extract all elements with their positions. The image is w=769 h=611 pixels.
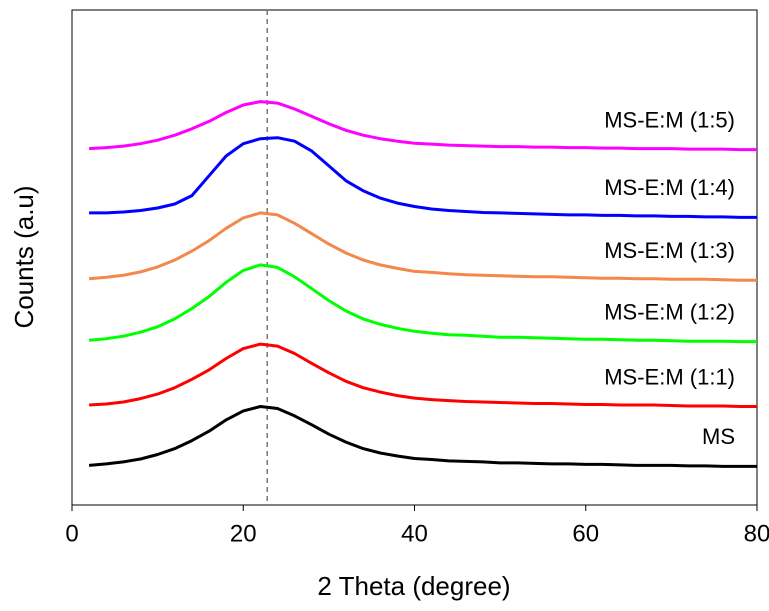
- x-tick-label: 60: [572, 520, 599, 547]
- x-tick-label: 80: [744, 520, 769, 547]
- x-tick-label: 0: [65, 520, 78, 547]
- x-axis-label: 2 Theta (degree): [317, 571, 510, 601]
- series-line: [88, 405, 757, 468]
- series-line: [89, 342, 757, 408]
- series-label: MS-E:M (1:3): [604, 238, 735, 263]
- series-label: MS-E:M (1:1): [604, 364, 735, 389]
- series-line: [88, 211, 757, 282]
- x-tick-label: 20: [230, 520, 257, 547]
- series-line: [88, 263, 757, 344]
- series-label: MS: [702, 424, 735, 449]
- series-line: [89, 100, 757, 152]
- series-label: MS-E:M (1:5): [604, 107, 735, 132]
- series-line: [89, 136, 757, 219]
- series-label: MS-E:M (1:2): [604, 299, 735, 324]
- series-label: MS-E:M (1:4): [604, 175, 735, 200]
- x-tick-label: 40: [401, 520, 428, 547]
- y-axis-label: Counts (a.u): [9, 185, 39, 328]
